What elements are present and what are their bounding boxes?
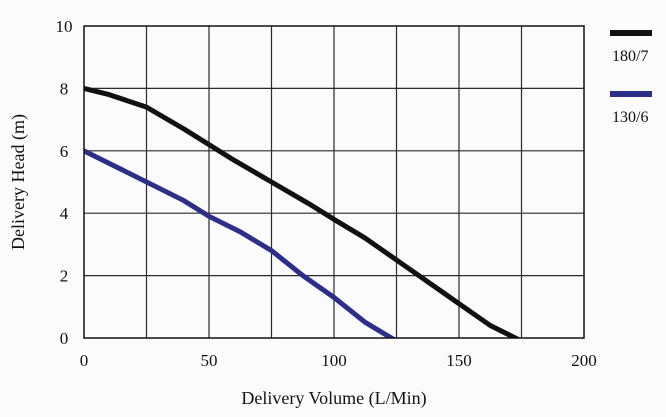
x-tick-label: 150 xyxy=(446,351,472,370)
y-tick-label: 10 xyxy=(56,17,73,36)
series-layer xyxy=(84,85,521,338)
y-tick-label: 6 xyxy=(60,142,69,161)
grid xyxy=(84,26,584,338)
y-tick-label: 8 xyxy=(60,79,69,98)
legend-label: 180/7 xyxy=(612,48,648,65)
x-axis-ticks: 0 50 100 150 200 xyxy=(80,351,597,370)
y-tick-label: 2 xyxy=(60,267,69,286)
y-axis-label: Delivery Head (m) xyxy=(8,114,29,250)
x-tick-label: 200 xyxy=(571,351,597,370)
x-axis-label: Delivery Volume (L/Min) xyxy=(241,388,426,409)
y-tick-label: 4 xyxy=(60,204,69,223)
x-tick-label: 0 xyxy=(80,351,89,370)
legend: 180/7 130/6 xyxy=(610,30,652,126)
x-tick-label: 100 xyxy=(321,351,347,370)
y-tick-label: 0 xyxy=(60,329,69,348)
legend-label: 130/6 xyxy=(612,109,648,126)
series-line-130-6 xyxy=(84,148,397,338)
series-line-180-7 xyxy=(84,85,521,338)
plot-frame xyxy=(83,25,585,339)
y-axis-ticks: 0 2 4 6 8 10 xyxy=(56,17,73,348)
x-tick-label: 50 xyxy=(201,351,218,370)
